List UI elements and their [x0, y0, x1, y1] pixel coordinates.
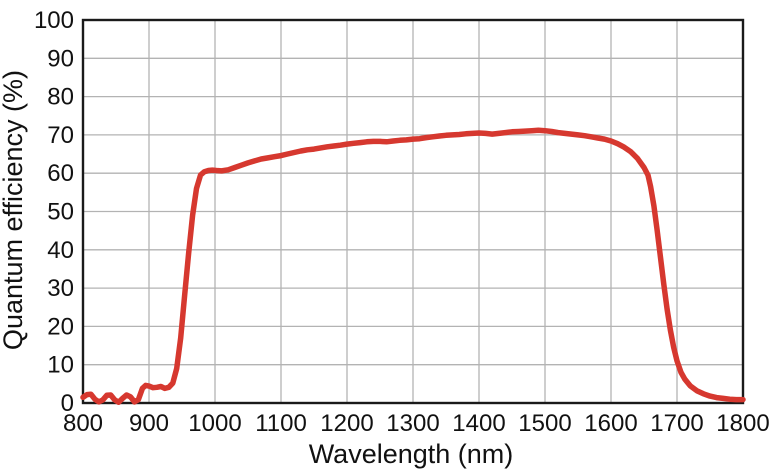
y-tick-label: 100	[34, 7, 74, 34]
qe-curve	[80, 127, 746, 405]
y-tick-label: 10	[47, 352, 74, 379]
y-axis-title: Quantum efficiency (%)	[0, 70, 28, 350]
x-axis-title: Wavelength (nm)	[309, 439, 514, 469]
y-tick-label: 30	[47, 275, 74, 302]
x-tick-label: 1400	[452, 410, 505, 437]
x-tick-label: 1300	[386, 410, 439, 437]
y-tick-label: 0	[61, 390, 74, 417]
y-tick-label: 90	[47, 45, 74, 72]
y-tick-label: 20	[47, 313, 74, 340]
y-tick-label: 50	[47, 199, 74, 226]
y-tick-label: 60	[47, 160, 74, 187]
x-tick-label: 1700	[650, 410, 703, 437]
plot-border	[81, 18, 745, 405]
y-tick-label: 80	[47, 84, 74, 111]
y-tick-label: 70	[47, 122, 74, 149]
x-tick-label: 1500	[518, 410, 571, 437]
x-tick-label: 1200	[320, 410, 373, 437]
x-tick-label: 800	[63, 410, 103, 437]
x-tick-label: 900	[129, 410, 169, 437]
x-tick-label: 1100	[255, 410, 307, 437]
x-tick-label: 1000	[188, 410, 241, 437]
x-tick-label: 1600	[584, 410, 637, 437]
x-tick-label: 1800	[716, 410, 769, 437]
y-tick-label: 40	[47, 237, 74, 264]
